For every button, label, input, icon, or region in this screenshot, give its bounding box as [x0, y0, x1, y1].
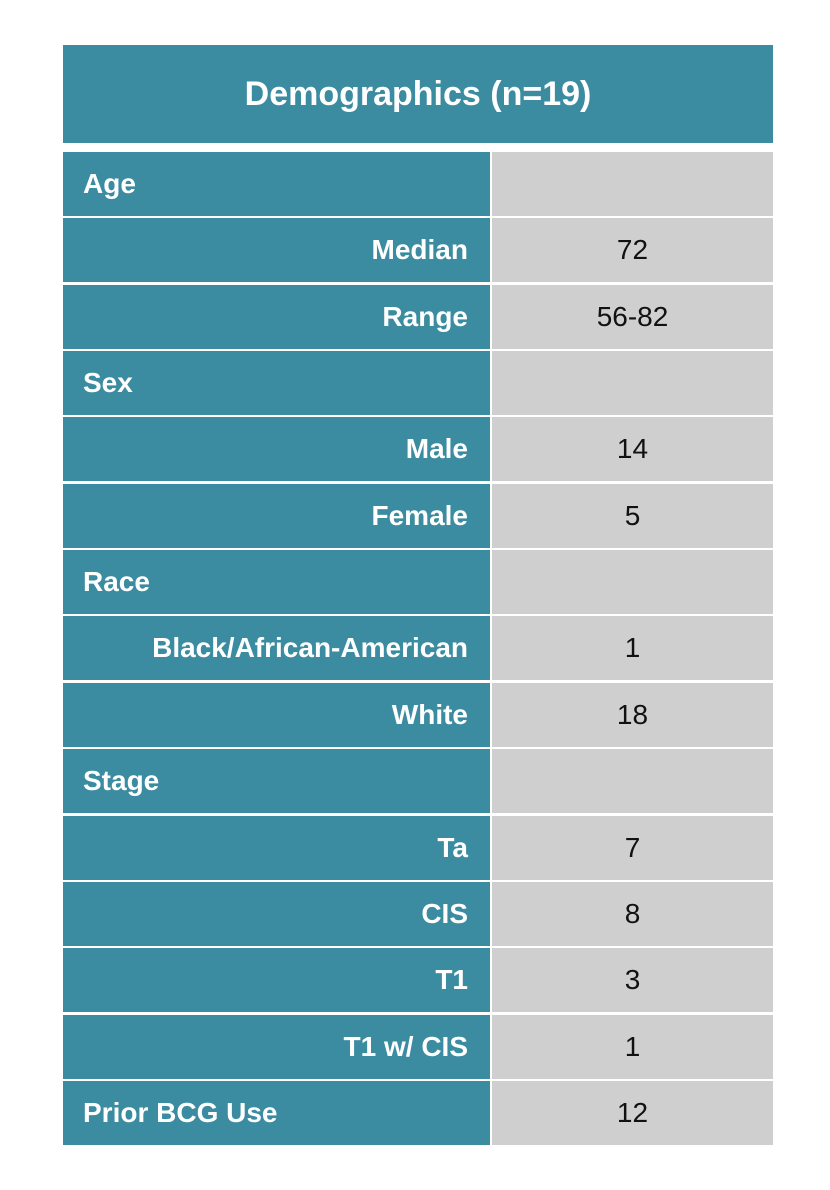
- group-label: Age: [63, 152, 490, 216]
- value-cell: 7: [492, 815, 773, 880]
- value-cell: 18: [492, 682, 773, 747]
- item-label: Ta: [63, 815, 490, 880]
- item-label: Median: [63, 218, 490, 283]
- item-label: CIS: [63, 881, 490, 946]
- value-cell: 5: [492, 483, 773, 548]
- value-cell: 1: [492, 1014, 773, 1079]
- value-cell: [492, 749, 773, 814]
- value-cell: 3: [492, 948, 773, 1013]
- item-label: Female: [63, 483, 490, 548]
- table-title: Demographics (n=19): [63, 45, 773, 143]
- value-cell: 12: [492, 1080, 773, 1145]
- group-label: Prior BCG Use: [63, 1080, 490, 1145]
- value-cell: 8: [492, 881, 773, 946]
- value-cell: 72: [492, 218, 773, 283]
- item-label: Range: [63, 284, 490, 349]
- value-cell: 14: [492, 417, 773, 482]
- group-label: Stage: [63, 749, 490, 814]
- item-label: Male: [63, 417, 490, 482]
- value-cell: [492, 152, 773, 216]
- value-cell: [492, 550, 773, 615]
- group-label: Race: [63, 550, 490, 615]
- item-label: T1 w/ CIS: [63, 1014, 490, 1079]
- item-label: T1: [63, 948, 490, 1013]
- value-cell: 1: [492, 616, 773, 681]
- value-cell: [492, 351, 773, 416]
- value-cell: 56-82: [492, 284, 773, 349]
- item-label: Black/African-American: [63, 616, 490, 681]
- group-label: Sex: [63, 351, 490, 416]
- item-label: White: [63, 682, 490, 747]
